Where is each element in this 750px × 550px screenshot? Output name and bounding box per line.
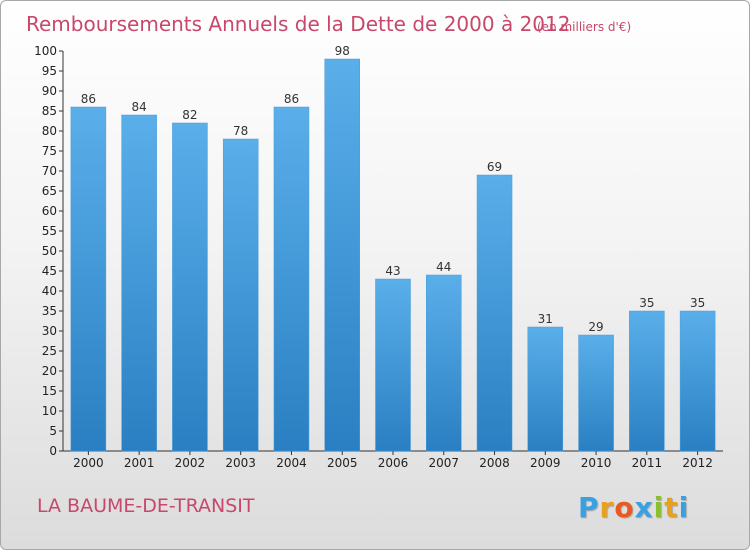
bar-value-label: 35: [639, 296, 654, 310]
y-tick-label: 85: [42, 104, 57, 118]
y-tick-label: 70: [42, 164, 57, 178]
y-tick-label: 95: [42, 64, 57, 78]
bar-2005: [324, 58, 360, 452]
bar-2004: [273, 106, 310, 452]
bar-2007: [426, 274, 462, 452]
x-tick-label: 2003: [225, 456, 256, 470]
y-tick-label: 55: [42, 224, 57, 238]
bar-value-label: 84: [132, 100, 147, 114]
y-tick-label: 0: [49, 444, 57, 458]
logo-letter: i: [678, 491, 690, 524]
bar-value-label: 86: [81, 92, 96, 106]
y-tick-label: 40: [42, 284, 57, 298]
x-tick-label: 2010: [581, 456, 612, 470]
logo-letter: x: [634, 491, 654, 524]
x-tick-label: 2012: [682, 456, 713, 470]
x-tick-label: 2002: [175, 456, 206, 470]
bar-2006: [375, 278, 411, 452]
logo-letter: i: [653, 491, 665, 524]
chart-subtitle: (en milliers d'€): [537, 20, 631, 34]
y-tick-label: 5: [49, 424, 57, 438]
bar-2010: [578, 334, 614, 452]
y-tick-label: 60: [42, 204, 57, 218]
y-tick-label: 65: [42, 184, 57, 198]
x-tick-label: 2000: [73, 456, 104, 470]
bar-value-label: 29: [588, 320, 603, 334]
bar-value-label: 82: [182, 108, 197, 122]
y-tick-label: 35: [42, 304, 57, 318]
bar-2009: [527, 326, 564, 452]
y-tick-label: 25: [42, 344, 57, 358]
bars: 86 84 82 78 86 98 43 44 69 31 29 35 35: [70, 44, 716, 452]
y-tick-label: 50: [42, 244, 57, 258]
logo-letter: o: [614, 491, 635, 524]
y-tick-label: 100: [34, 44, 57, 58]
bar-2008: [476, 174, 513, 452]
x-tick-label: 2005: [327, 456, 358, 470]
bar-value-label: 35: [690, 296, 705, 310]
bar-value-label: 78: [233, 124, 248, 138]
bar-value-label: 31: [538, 312, 553, 326]
bar-2011: [629, 310, 665, 452]
bar-2000: [70, 106, 107, 452]
y-tick-label: 90: [42, 84, 57, 98]
logo-letter: r: [599, 491, 615, 524]
y-tick-label: 30: [42, 324, 57, 338]
y-tick-label: 80: [42, 124, 57, 138]
chart-title: Remboursements Annuels de la Dette de 20…: [26, 12, 570, 36]
bar-2001: [121, 114, 157, 452]
y-tick-label: 15: [42, 384, 57, 398]
x-axis: 2000 2001 2002 2003 2004 2005 2006 2007 2008 2009…: [63, 450, 723, 470]
bar-value-label: 98: [335, 44, 350, 58]
y-tick-label: 45: [42, 264, 57, 278]
x-tick-label: 2004: [276, 456, 307, 470]
proxiti-logo: Proxiti: [578, 491, 689, 524]
commune-name: LA BAUME-DE-TRANSIT: [37, 495, 255, 517]
logo-letter: P: [578, 491, 600, 524]
bar-value-label: 86: [284, 92, 299, 106]
y-axis: 0 5 10 15 20 25 30 35 40 45 50 55 60 65 70 75 80 85 90 95 10…: [34, 44, 64, 458]
x-tick-label: 2001: [124, 456, 155, 470]
x-tick-label: 2008: [479, 456, 510, 470]
bar-2012: [679, 310, 716, 452]
bar-value-label: 69: [487, 160, 502, 174]
x-tick-label: 2011: [632, 456, 663, 470]
logo-letter: t: [664, 491, 679, 524]
x-tick-label: 2006: [378, 456, 409, 470]
y-tick-label: 10: [42, 404, 57, 418]
bar-value-label: 43: [385, 264, 400, 278]
x-tick-label: 2007: [428, 456, 459, 470]
bar-2003: [222, 138, 259, 452]
y-tick-label: 75: [42, 144, 57, 158]
bar-2002: [172, 122, 208, 452]
bar-value-label: 44: [436, 260, 451, 274]
x-tick-label: 2009: [530, 456, 561, 470]
y-tick-label: 20: [42, 364, 57, 378]
